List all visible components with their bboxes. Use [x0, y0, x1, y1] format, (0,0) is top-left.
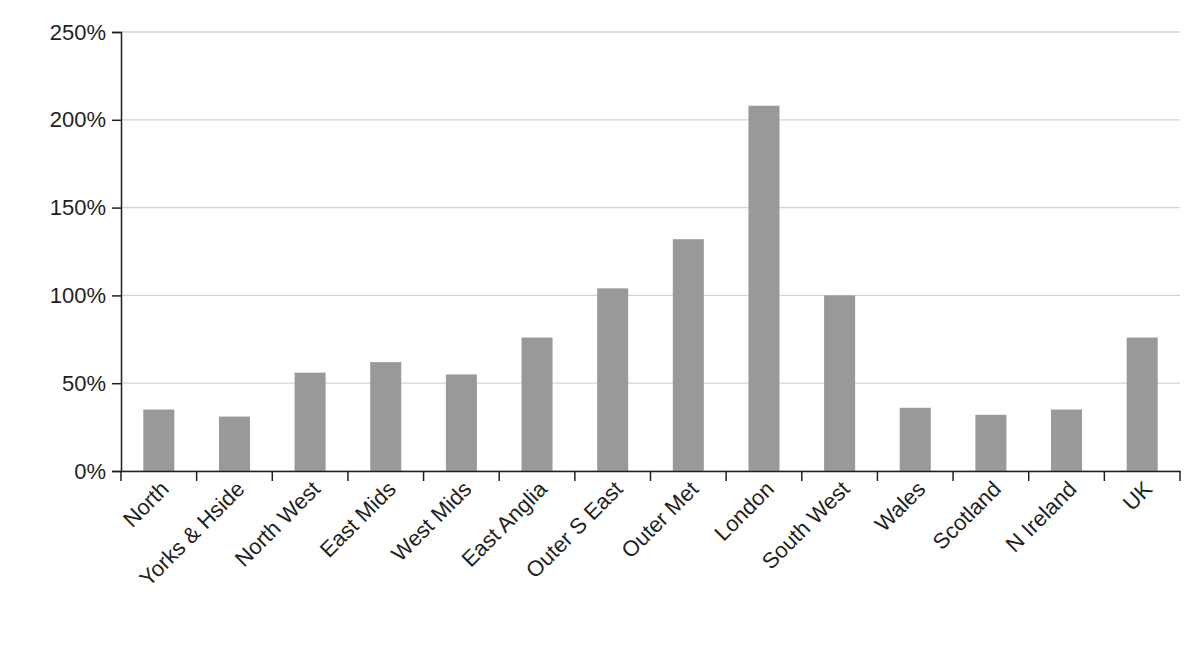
- x-tick-label: N Ireland: [1001, 476, 1082, 557]
- x-separator: [196, 471, 198, 481]
- y-tick: 150%: [50, 195, 121, 220]
- x-separator: [272, 471, 274, 481]
- x-separator: [1179, 471, 1181, 481]
- y-tick: 100%: [50, 283, 121, 308]
- y-tick: 0%: [74, 459, 121, 484]
- bar: [748, 106, 779, 471]
- x-tick-label: North: [118, 476, 174, 532]
- grid-line: [121, 207, 1180, 208]
- x-axis: NorthYorks & HsideNorth WestEast MidsWes…: [118, 471, 1180, 591]
- x-tick-label: UK: [1118, 476, 1158, 516]
- x-separator: [952, 471, 954, 481]
- grid-line: [121, 383, 1180, 384]
- x-separator: [877, 471, 879, 481]
- x-tick: London: [709, 471, 779, 546]
- y-tick-label: 50%: [62, 371, 106, 396]
- bar: [446, 374, 477, 471]
- x-separator: [574, 471, 576, 481]
- x-tick-label: Wales: [870, 476, 930, 536]
- y-tick-label: 200%: [50, 107, 106, 132]
- y-tick-mark: [112, 383, 121, 385]
- bars: [143, 106, 1157, 471]
- grid-line: [121, 31, 1180, 32]
- bar: [597, 288, 628, 471]
- y-tick-mark: [112, 471, 121, 473]
- bar: [295, 373, 326, 471]
- x-tick-label: Outer Met: [616, 476, 703, 563]
- bar: [370, 362, 401, 471]
- x-tick: South West: [757, 471, 855, 574]
- x-separator: [1104, 471, 1106, 481]
- bar: [824, 295, 855, 471]
- x-separator: [725, 471, 727, 481]
- y-tick-label: 100%: [50, 283, 106, 308]
- x-separator: [120, 471, 122, 481]
- x-tick: Outer S East: [521, 471, 628, 583]
- x-tick-label: Yorks & Hside: [135, 476, 250, 591]
- x-separator: [498, 471, 500, 481]
- grid-line: [121, 119, 1180, 120]
- bar: [900, 408, 931, 471]
- y-tick-mark: [112, 207, 121, 209]
- x-separator: [650, 471, 652, 481]
- x-tick: N Ireland: [1001, 471, 1082, 557]
- x-tick-label: Scotland: [928, 476, 1006, 554]
- x-tick: Wales: [870, 471, 930, 537]
- y-tick-mark: [112, 295, 121, 297]
- x-tick: UK: [1118, 471, 1158, 516]
- grid-line: [121, 295, 1180, 296]
- x-separator: [347, 471, 349, 481]
- plot: 0%50%100%150%200%250%NorthYorks & HsideN…: [50, 20, 1181, 592]
- x-separator: [423, 471, 425, 481]
- x-tick-label: London: [709, 476, 779, 546]
- y-tick: 50%: [62, 371, 121, 396]
- x-tick-label: South West: [757, 476, 855, 574]
- x-tick: North West: [230, 471, 325, 571]
- y-tick-label: 250%: [50, 20, 106, 45]
- x-separators: [121, 471, 1180, 481]
- y-tick-mark: [112, 32, 121, 34]
- x-separator: [1028, 471, 1030, 481]
- y-tick-label: 150%: [50, 195, 106, 220]
- bar: [975, 415, 1006, 471]
- x-tick: Outer Met: [616, 471, 703, 563]
- y-axis-line: [112, 33, 122, 472]
- x-tick: Scotland: [928, 471, 1006, 555]
- x-separator: [801, 471, 803, 481]
- y-axis: 0% 50% 100% 150% 200% 250%: [50, 20, 122, 484]
- bar: [673, 239, 704, 471]
- bar: [1127, 338, 1158, 471]
- bar: [219, 417, 250, 471]
- x-tick-label: North West: [230, 476, 325, 571]
- bar: [522, 338, 553, 471]
- y-tick-label: 0%: [74, 459, 106, 484]
- x-tick: North: [118, 471, 174, 532]
- bar: [1051, 410, 1082, 471]
- y-tick: 200%: [50, 107, 121, 132]
- x-tick-label: Outer S East: [521, 476, 628, 583]
- grid: [121, 32, 1180, 471]
- y-tick-mark: [112, 120, 121, 122]
- bar: [143, 410, 174, 471]
- y-tick: 250%: [50, 20, 121, 45]
- chart: 0%50%100%150%200%250%NorthYorks & HsideN…: [0, 0, 1200, 649]
- x-tick: Yorks & Hside: [135, 471, 250, 591]
